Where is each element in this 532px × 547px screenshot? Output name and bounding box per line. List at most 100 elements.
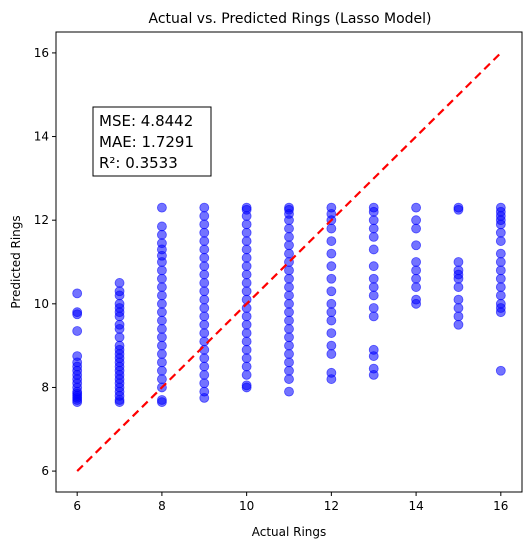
data-point-x8-14 [157, 282, 167, 292]
data-point-x12-2 [326, 349, 337, 359]
data-point-x9-23 [199, 202, 210, 213]
data-point-x16-10 [495, 236, 506, 246]
data-point-x10-17 [241, 244, 252, 255]
data-point-x15-10 [453, 202, 464, 213]
data-point-x8-5 [157, 357, 167, 368]
data-point-x11-10 [284, 298, 294, 309]
y-tick-label-16: 16 [34, 46, 49, 60]
data-point-x10-9 [241, 311, 252, 322]
data-point-x9-5 [199, 353, 210, 364]
data-point-x8-13 [157, 290, 167, 301]
data-point-x13-7 [368, 282, 379, 292]
reference-line [76, 52, 502, 472]
x-tick-label-6: 6 [73, 499, 81, 513]
data-point-x10-3 [241, 361, 252, 372]
data-point-x9-1 [199, 386, 210, 397]
data-point-x8-1 [157, 395, 167, 405]
data-point-x14-7 [411, 223, 421, 234]
data-point-x10-14 [241, 269, 252, 280]
data-point-x12-10 [326, 261, 337, 272]
data-point-x16-16 [495, 202, 506, 213]
data-point-x8-8 [157, 332, 167, 343]
data-point-x11-0 [284, 386, 294, 397]
data-point-x11-17 [284, 240, 294, 251]
data-point-x14-6 [411, 240, 421, 251]
data-point-x10-15 [241, 261, 252, 272]
data-point-x13-4 [368, 311, 379, 322]
data-point-x8-23 [157, 202, 167, 213]
data-point-x8-11 [157, 307, 167, 318]
data-point-x15-2 [453, 303, 464, 313]
data-point-x9-16 [199, 261, 210, 272]
x-axis-label: Actual Rings [252, 525, 327, 539]
data-point-x12-16 [326, 202, 337, 213]
y-tick-label-8: 8 [41, 380, 49, 394]
data-point-x9-15 [199, 269, 210, 280]
data-point-x16-11 [495, 227, 506, 238]
data-point-x8-21 [157, 229, 167, 240]
data-point-x11-1 [284, 374, 294, 384]
y-axis-label: Predicted Rings [9, 215, 23, 308]
data-point-x6-14 [72, 326, 83, 336]
data-point-x8-20 [157, 238, 167, 249]
data-point-x12-3 [326, 340, 337, 351]
data-point-x15-0 [453, 319, 464, 330]
x-axis-ticks: 6 8 10 12 14 16 [73, 492, 508, 513]
x-tick-label-16: 16 [493, 499, 508, 513]
stats-r2: R²: 0.3533 [99, 154, 178, 172]
data-point-x11-5 [284, 340, 294, 351]
data-point-x13-8 [368, 273, 379, 284]
data-point-x13-15 [368, 202, 379, 213]
data-point-x10-18 [241, 236, 252, 246]
data-point-x11-14 [284, 265, 294, 276]
y-tick-label-6: 6 [41, 464, 49, 478]
data-point-x15-3 [453, 294, 464, 305]
data-point-x13-12 [368, 223, 379, 234]
data-point-x8-4 [157, 365, 167, 376]
data-point-x10-13 [241, 278, 252, 288]
y-tick-label-14: 14 [34, 130, 49, 144]
data-point-x12-9 [326, 273, 337, 284]
data-point-x11-19 [284, 223, 294, 234]
data-points [72, 202, 506, 407]
data-point-x12-11 [326, 248, 337, 259]
data-point-x11-23 [284, 202, 294, 213]
stats-box: MSE: 4.8442 MAE: 1.7291 R²: 0.3533 [92, 106, 212, 177]
data-point-x9-20 [199, 227, 210, 238]
data-point-x11-16 [284, 248, 294, 259]
data-point-x14-8 [411, 215, 421, 226]
data-point-x11-12 [284, 282, 294, 292]
data-point-x12-13 [326, 223, 337, 234]
data-point-x11-3 [284, 357, 294, 368]
data-point-x10-23 [241, 202, 252, 213]
data-point-x9-13 [199, 286, 210, 297]
data-point-x14-2 [411, 282, 421, 292]
data-point-x16-5 [495, 282, 506, 292]
data-point-x15-7 [453, 265, 464, 276]
plot-area [55, 31, 523, 493]
data-point-x6-16 [72, 307, 83, 318]
data-point-x10-12 [241, 286, 252, 297]
data-point-x11-7 [284, 324, 294, 334]
data-point-x11-11 [284, 290, 294, 301]
x-tick-label-14: 14 [408, 499, 423, 513]
data-point-x11-4 [284, 349, 294, 359]
data-point-x14-4 [411, 265, 421, 276]
data-point-x12-5 [326, 315, 337, 326]
data-point-x12-6 [326, 307, 337, 318]
stats-mse: MSE: 4.8442 [99, 112, 193, 130]
data-point-x8-22 [157, 221, 167, 232]
data-point-x10-19 [241, 227, 252, 238]
data-point-x16-9 [495, 248, 506, 259]
data-point-x10-7 [241, 328, 252, 338]
data-point-x10-4 [241, 353, 252, 364]
data-point-x7-15 [114, 332, 125, 343]
data-point-x9-21 [199, 219, 210, 230]
data-point-x8-12 [157, 298, 167, 309]
data-point-x9-2 [199, 378, 210, 389]
data-point-x10-5 [241, 344, 252, 355]
data-point-x9-19 [199, 236, 210, 246]
data-point-x16-0 [495, 365, 506, 376]
data-point-x16-3 [495, 298, 506, 309]
data-point-x10-8 [241, 319, 252, 330]
